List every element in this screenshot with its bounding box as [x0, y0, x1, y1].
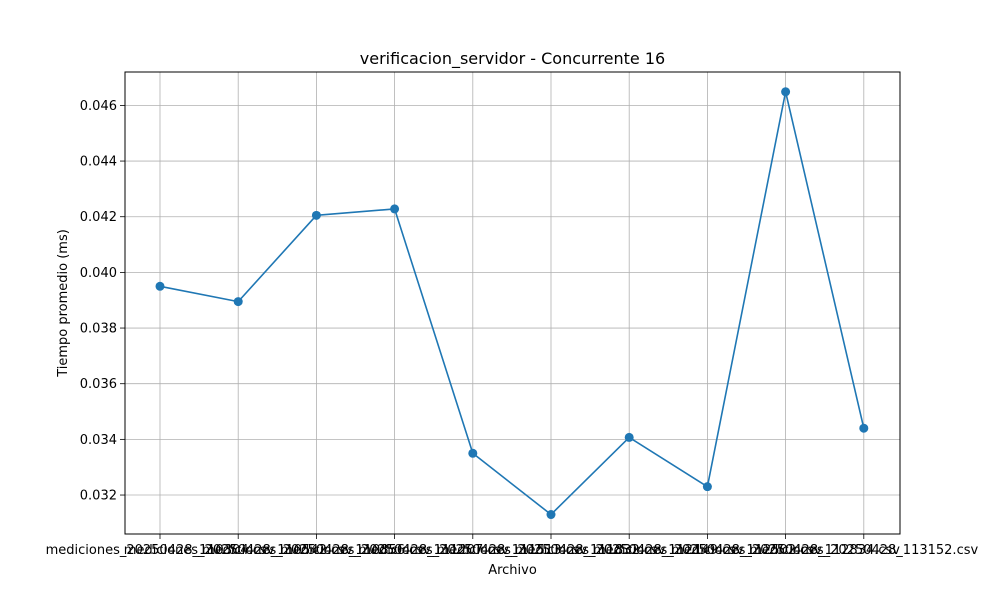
y-tick-label: 0.044: [80, 155, 117, 170]
y-tick-label: 0.046: [80, 99, 117, 114]
data-point: [155, 281, 165, 291]
x-tick-label: mediciones_20250428_110856.csv: [202, 543, 431, 558]
y-tick-label: 0.034: [80, 433, 117, 448]
x-axis-ticks: mediciones_20250428_110304.csvmediciones…: [46, 534, 978, 558]
data-series: [155, 87, 869, 520]
data-point: [859, 423, 869, 433]
data-point: [233, 297, 243, 307]
data-point: [390, 204, 400, 214]
x-tick-label: mediciones_20250428_111832.csv: [437, 543, 666, 558]
y-tick-label: 0.032: [80, 489, 117, 504]
x-tick-label: mediciones_20250428_112834.csv: [671, 543, 900, 558]
x-tick-label: mediciones_20250428_111207.csv: [280, 543, 509, 558]
series-line: [159, 90, 865, 516]
plot-frame: [124, 71, 901, 535]
y-tick-label: 0.040: [80, 266, 117, 281]
x-tick-label: mediciones_20250428_113152.csv: [749, 543, 978, 558]
y-tick-label: 0.038: [80, 322, 117, 337]
data-point: [781, 87, 791, 97]
y-axis-ticks: 0.032 0.034 0.036 0.038 0.040 0.042 0.044 0.046: [80, 99, 125, 504]
x-tick-label: mediciones_20250428_110542.csv: [124, 543, 353, 558]
chart-title: verificacion_servidor - Concurrente 16: [360, 49, 665, 69]
y-tick-label: 0.036: [80, 377, 117, 392]
data-point: [311, 210, 321, 220]
x-tick-label: mediciones_20250428_112502.csv: [593, 543, 822, 558]
data-point: [702, 482, 712, 492]
grid-lines: [125, 72, 900, 534]
plot-area: [125, 72, 900, 534]
data-point: [546, 510, 556, 520]
x-tick-label: mediciones_20250428_112149.csv: [515, 543, 744, 558]
data-point: [468, 448, 478, 458]
data-point: [624, 432, 634, 442]
x-tick-label: mediciones_20250428_111513.csv: [358, 543, 587, 558]
y-tick-label: 0.042: [80, 210, 117, 225]
x-axis-label: Archivo: [488, 563, 537, 578]
x-tick-label: mediciones_20250428_110304.csv: [46, 543, 275, 558]
y-axis-label: Tiempo promedio (ms): [56, 229, 71, 378]
